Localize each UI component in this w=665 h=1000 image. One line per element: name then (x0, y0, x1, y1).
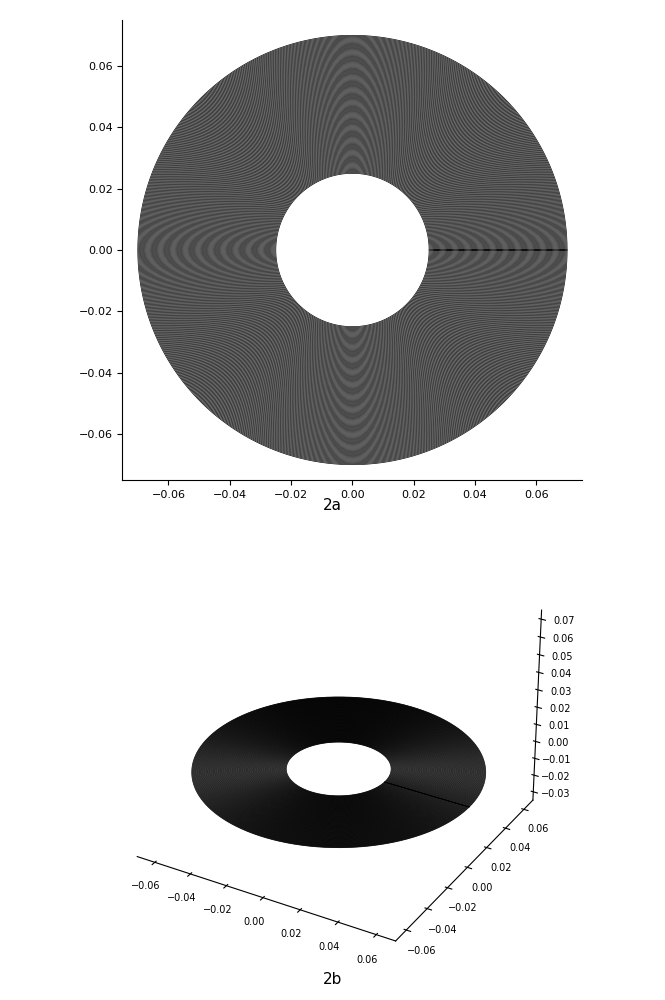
Text: 2a: 2a (323, 497, 342, 512)
Text: 2b: 2b (323, 972, 342, 988)
